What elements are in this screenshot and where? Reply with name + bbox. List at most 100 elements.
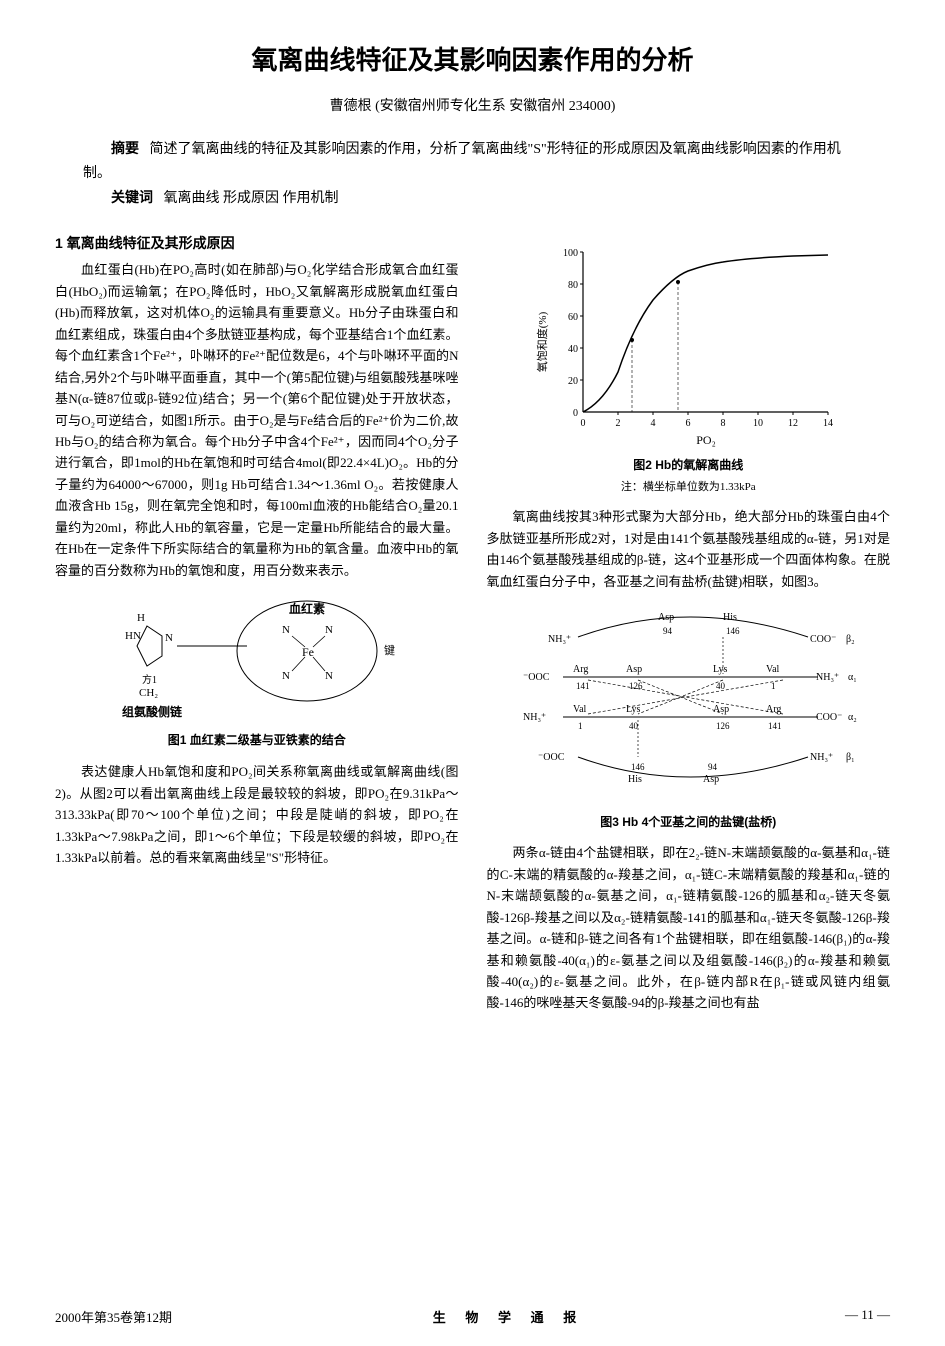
fig1-fe-bond-3 — [292, 657, 305, 671]
fig3-top-beta2: β₂ — [846, 634, 855, 645]
fig3-alpha1-label: α₁ — [848, 672, 857, 683]
fig3-beta1-label: β₁ — [846, 752, 855, 763]
fig1-fe-bond-4 — [313, 657, 325, 671]
fig3-bot-94: 94 — [708, 762, 718, 772]
footer-center: 生 物 学 通 报 — [433, 1307, 584, 1326]
fig1-fe-bond-1 — [292, 636, 305, 647]
svg-text:10: 10 — [753, 418, 763, 429]
fig3-cross-1 — [588, 680, 783, 714]
figure-3: NH₃⁺ Asp 94 His 146 COO⁻ β₂ ⁻OOC Arg 141… — [487, 602, 891, 832]
fig1-N-tl: N — [282, 624, 290, 636]
fig3-a2-coo: COO⁻ — [816, 712, 842, 723]
fig3-a1-141: 141 — [576, 681, 590, 691]
fig1-fe-bond-2 — [313, 636, 325, 647]
svg-text:0: 0 — [573, 408, 578, 419]
fig2-curve — [583, 255, 828, 412]
body-paragraph: 血红蛋白(Hb)在PO₂高时(如在肺部)与O₂化学结合形成氧合血红蛋白(HbO₂… — [55, 259, 459, 581]
fig1-bond-out-label: 键 — [384, 643, 395, 657]
fig1-svg: H HN N 方1 CH₂ 血红素 Fe N N N N 键 — [107, 591, 407, 721]
footer-right: — 11 — — [845, 1307, 890, 1326]
fig3-a1-coo: ⁻OOC — [523, 672, 550, 683]
fig3-a1-asp: Asp — [626, 664, 642, 675]
fig3-bot-his: His — [628, 774, 642, 785]
fig3-bot-coo: ⁻OOC — [538, 752, 565, 763]
body-paragraph: 两条α-链由4个盐键相联，即在2₂-链N-末端颉氨酸的α-氨基和α₁-链的C-末… — [487, 842, 891, 1014]
fig3-top-coo: COO⁻ — [810, 634, 836, 645]
fig1-Fe-label: Fe — [302, 645, 314, 659]
fig1-HN-label: HN — [125, 630, 141, 642]
svg-text:2: 2 — [616, 418, 621, 429]
fig1-N-label-1: N — [165, 632, 173, 644]
fig3-bot-nh3: NH₃⁺ — [810, 752, 833, 763]
fig1-N-bl: N — [282, 670, 290, 682]
two-column-body: 1 氧离曲线特征及其形成原因 血红蛋白(Hb)在PO₂高时(如在肺部)与O₂化学… — [55, 232, 890, 1015]
fig1-sidechain-label: 组氨酸侧链 — [122, 704, 183, 719]
fig3-a1-126: 126 — [629, 681, 643, 691]
fig3-a2-1: 1 — [578, 721, 583, 731]
fig3-cross-2 — [588, 680, 783, 714]
fig3-a2-val: Val — [573, 704, 587, 715]
fig2-note: 注：横坐标单位数为1.33kPa — [487, 478, 891, 496]
fig1-fang1-label: 方1 — [142, 673, 157, 686]
fig3-top-his: His — [723, 612, 737, 623]
fig3-a1-val: Val — [766, 664, 780, 675]
fig1-heme-label: 血红素 — [289, 601, 325, 616]
fig3-top-146: 146 — [726, 626, 740, 636]
fig3-a2-lys: Lys — [626, 704, 641, 715]
fig1-caption: 图1 血红素二级基与亚铁素的结合 — [55, 731, 459, 751]
fig3-a1-lys: Lys — [713, 664, 728, 675]
fig3-alpha2-label: α₂ — [848, 712, 857, 723]
fig3-a2-arg: Arg — [766, 704, 781, 715]
fig3-caption: 图3 Hb 4个亚基之间的盐键(盐桥) — [487, 813, 891, 833]
fig3-a2-40: 40 — [629, 721, 639, 731]
fig3-a2-126: 126 — [716, 721, 730, 731]
fig3-top-arc — [578, 617, 808, 637]
left-column: 1 氧离曲线特征及其形成原因 血红蛋白(Hb)在PO₂高时(如在肺部)与O₂化学… — [55, 232, 459, 1015]
fig2-x-ticks: 0 2 4 6 8 10 12 14 — [581, 412, 834, 429]
fig2-caption: 图2 Hb的氧解离曲线 — [487, 456, 891, 476]
fig3-a2-asp: Asp — [713, 704, 729, 715]
svg-text:12: 12 — [788, 418, 798, 429]
svg-text:14: 14 — [823, 418, 833, 429]
svg-text:100: 100 — [563, 248, 578, 259]
fig3-bot-146: 146 — [631, 762, 645, 772]
fig3-top-94: 94 — [663, 626, 673, 636]
keywords-text: 氧离曲线 形成原因 作用机制 — [164, 191, 339, 206]
fig2-svg: 0 20 40 60 80 100 0 — [528, 242, 848, 452]
author-line: 曹德根 (安徽宿州师专化生系 安徽宿州 234000) — [55, 95, 890, 115]
svg-text:8: 8 — [721, 418, 726, 429]
abstract-label: 摘要 — [111, 140, 139, 156]
abstract-text: 简述了氧离曲线的特征及其影响因素的作用，分析了氧离曲线"S"形特征的形成原因及氧… — [83, 142, 841, 181]
footer-left: 2000年第35卷第12期 — [55, 1307, 172, 1326]
page-footer: 2000年第35卷第12期 生 物 学 通 报 — 11 — — [55, 1307, 890, 1326]
author-affiliation: (安徽宿州师专化生系 安徽宿州 234000) — [375, 99, 615, 114]
fig3-bot-asp: Asp — [703, 774, 719, 785]
fig1-H-label: H — [137, 612, 145, 624]
fig3-a1-nh3: NH₃⁺ — [816, 672, 839, 683]
svg-text:60: 60 — [568, 312, 578, 323]
fig3-a2-141: 141 — [768, 721, 782, 731]
fig3-bottom-arc — [578, 757, 808, 777]
figure-1: H HN N 方1 CH₂ 血红素 Fe N N N N 键 — [55, 591, 459, 751]
paper-title: 氧离曲线特征及其影响因素作用的分析 — [55, 40, 890, 77]
abstract-block: 摘要 简述了氧离曲线的特征及其影响因素的作用，分析了氧离曲线"S"形特征的形成原… — [55, 137, 890, 210]
fig2-xlabel: PO₂ — [696, 433, 716, 447]
keywords-label: 关键词 — [111, 189, 153, 205]
fig3-a1-1: 1 — [771, 681, 776, 691]
fig1-CH2-label: CH₂ — [139, 687, 158, 699]
body-paragraph: 表达健康人Hb氧饱和度和PO₂间关系称氧离曲线或氧解离曲线(图2)。从图2可以看… — [55, 761, 459, 868]
fig3-top-asp: Asp — [658, 612, 674, 623]
svg-text:20: 20 — [568, 376, 578, 387]
fig1-N-br: N — [325, 670, 333, 682]
author-name: 曹德根 — [330, 99, 372, 114]
fig3-svg: NH₃⁺ Asp 94 His 146 COO⁻ β₂ ⁻OOC Arg 141… — [508, 602, 868, 802]
fig3-a2-nh3: NH₃⁺ — [523, 712, 546, 723]
svg-text:40: 40 — [568, 344, 578, 355]
fig2-y-ticks: 0 20 40 60 80 100 — [563, 248, 583, 419]
section-1-heading: 1 氧离曲线特征及其形成原因 — [55, 232, 459, 255]
svg-text:4: 4 — [651, 418, 656, 429]
svg-text:80: 80 — [568, 280, 578, 291]
fig2-ylabel: 氧饱和度(%) — [535, 312, 549, 373]
figure-2: 0 20 40 60 80 100 0 — [487, 242, 891, 496]
fig1-N-tr: N — [325, 624, 333, 636]
